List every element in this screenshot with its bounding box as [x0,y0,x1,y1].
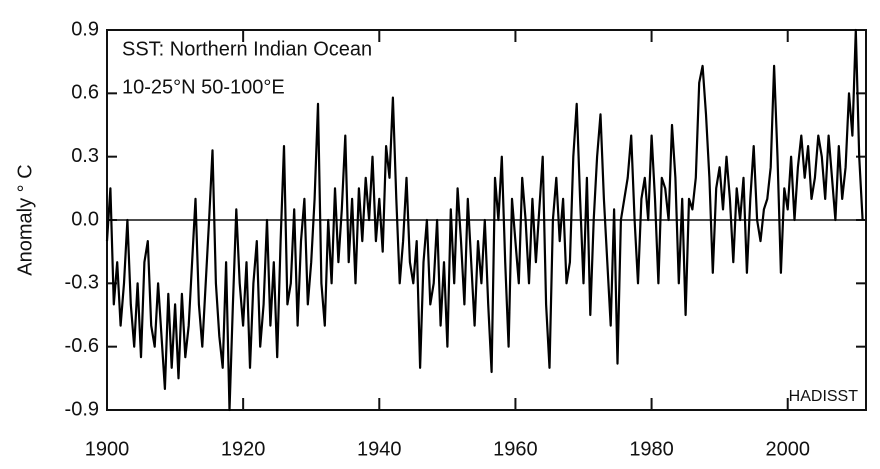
x-tick-label: 1920 [221,438,266,460]
y-axis-label: Anomaly ° C [14,164,36,275]
x-tick-label: 1980 [629,438,674,460]
x-tick-label: 1900 [85,438,130,460]
y-tick-label: -0.9 [65,398,99,420]
x-tick-label: 2000 [765,438,810,460]
y-tick-label: 0.0 [71,208,99,230]
chart-subtitle: 10-25°N 50-100°E [122,76,285,98]
y-tick-label: 0.9 [71,18,99,40]
source-annotation: HADISST [789,388,859,405]
y-tick-label: 0.6 [71,82,99,104]
chart-title: SST: Northern Indian Ocean [122,38,372,60]
x-tick-label: 1960 [493,438,538,460]
y-tick-label: -0.3 [65,272,99,294]
series-line [105,28,864,412]
y-tick-label: -0.6 [65,335,99,357]
x-tick-label: 1940 [357,438,402,460]
y-tick-label: 0.3 [71,145,99,167]
